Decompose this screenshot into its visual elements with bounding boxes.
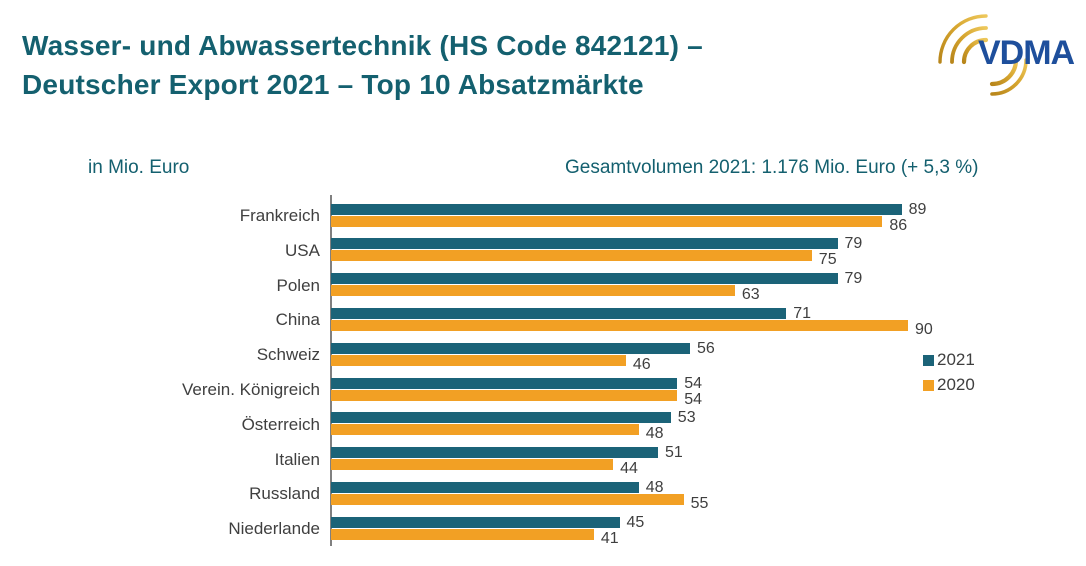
bar-2020-Niederlande bbox=[331, 528, 594, 540]
legend-item-2021: 2021 bbox=[923, 350, 975, 370]
value-label-2020-Schweiz: 46 bbox=[632, 355, 651, 373]
value-label-2021-USA: 79 bbox=[844, 235, 863, 253]
value-label-2020-Frankreich: 86 bbox=[889, 216, 908, 234]
category-label: Italien bbox=[274, 449, 320, 469]
bar-2021-Schweiz bbox=[331, 342, 690, 354]
bar-2020-Russland bbox=[331, 493, 684, 505]
logo-arcs-lower bbox=[989, 57, 1028, 96]
category-label: USA bbox=[285, 240, 320, 260]
bar-2021-Frankreich bbox=[331, 203, 902, 215]
bar-2020-Österreich bbox=[331, 424, 639, 436]
bar-2020-Schweiz bbox=[331, 354, 626, 366]
bar-2020-Verein. Königreich bbox=[331, 389, 678, 401]
page-title-line1: Wasser- und Abwassertechnik (HS Code 842… bbox=[22, 30, 703, 61]
page-title: Wasser- und Abwassertechnik (HS Code 842… bbox=[22, 26, 703, 104]
value-label-2020-Russland: 55 bbox=[690, 494, 709, 512]
value-label-2020-Polen: 63 bbox=[741, 286, 760, 304]
bar-2020-Italien bbox=[331, 459, 614, 471]
category-label: China bbox=[275, 310, 320, 330]
value-label-2021-China: 71 bbox=[793, 304, 811, 322]
category-label: Schweiz bbox=[256, 345, 320, 365]
bar-2021-Russland bbox=[331, 481, 639, 493]
value-label-2021-Russland: 48 bbox=[645, 478, 664, 496]
legend-label-2021: 2021 bbox=[937, 350, 975, 369]
bar-2021-China bbox=[331, 307, 787, 319]
category-label: Russland bbox=[249, 484, 320, 504]
value-label-2020-Niederlande: 41 bbox=[600, 529, 619, 547]
logo-arcs-upper bbox=[938, 14, 989, 65]
bar-2020-China bbox=[331, 319, 908, 331]
value-label-2020-China: 90 bbox=[915, 320, 933, 338]
value-label-2021-Verein. Königreich: 54 bbox=[684, 374, 702, 392]
category-label: Polen bbox=[276, 275, 320, 295]
category-label: Niederlande bbox=[228, 519, 320, 539]
vdma-logo-text: VDMA bbox=[978, 34, 1075, 72]
value-label-2021-Österreich: 53 bbox=[677, 409, 696, 427]
y-axis-line bbox=[330, 195, 332, 546]
vdma-logo: VDMA bbox=[938, 14, 1076, 96]
page-title-line2: Deutscher Export 2021 – Top 10 Absatzmär… bbox=[22, 69, 644, 100]
legend-swatch-2021 bbox=[923, 354, 934, 366]
bar-2021-Österreich bbox=[331, 412, 671, 424]
bar-2020-Polen bbox=[331, 285, 735, 297]
value-label-2020-Verein. Königreich: 54 bbox=[684, 390, 702, 408]
axis-unit-label: in Mio. Euro bbox=[88, 157, 190, 178]
legend-item-2020: 2020 bbox=[923, 375, 975, 395]
value-label-2021-Polen: 79 bbox=[844, 270, 863, 288]
value-label-2020-Österreich: 48 bbox=[645, 425, 664, 443]
bar-2020-Frankreich bbox=[331, 215, 883, 227]
total-volume-label: Gesamtvolumen 2021: 1.176 Mio. Euro (+ 5… bbox=[565, 157, 979, 178]
legend-label-2020: 2020 bbox=[937, 375, 975, 394]
bar-2021-Verein. Königreich bbox=[331, 377, 678, 389]
bar-2021-Polen bbox=[331, 273, 838, 285]
value-label-2021-Italien: 51 bbox=[665, 444, 683, 462]
bar-2021-Niederlande bbox=[331, 516, 620, 528]
value-label-2021-Schweiz: 56 bbox=[697, 339, 715, 357]
category-label: Frankreich bbox=[239, 206, 320, 225]
value-label-2021-Frankreich: 89 bbox=[908, 200, 927, 218]
category-label: Verein. Königreich bbox=[182, 380, 320, 399]
value-label-2020-USA: 75 bbox=[818, 251, 837, 269]
bar-2021-USA bbox=[331, 238, 838, 250]
bar-2020-USA bbox=[331, 250, 812, 262]
value-label-2020-Italien: 44 bbox=[620, 460, 638, 478]
category-label: Österreich bbox=[241, 414, 320, 434]
bar-2021-Italien bbox=[331, 447, 658, 459]
legend-swatch-2020 bbox=[923, 379, 934, 391]
value-label-2021-Niederlande: 45 bbox=[626, 513, 645, 531]
